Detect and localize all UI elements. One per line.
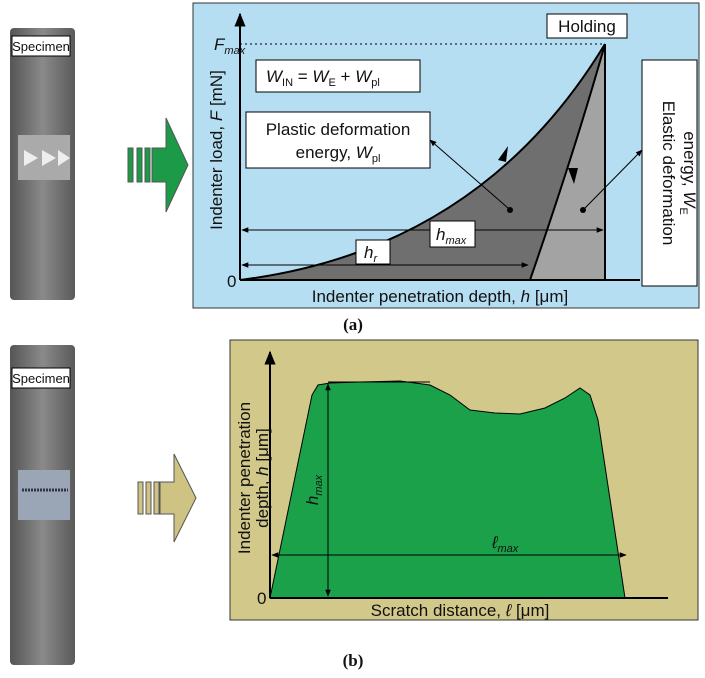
origin-label: 0 <box>257 589 266 608</box>
origin-label: 0 <box>227 272 236 291</box>
caption-a: (a) <box>343 315 363 334</box>
plastic-label-line1: Plastic deformation <box>266 120 411 139</box>
unit: [μm] <box>530 287 568 306</box>
symbol: h <box>253 466 272 475</box>
operator: = <box>293 67 312 86</box>
arrow-bar <box>137 148 142 182</box>
label-text: energy, <box>296 143 356 162</box>
unit: [μm] <box>253 428 272 466</box>
arrow-a <box>128 118 188 212</box>
label-text: Indenter load, <box>207 121 226 230</box>
symbol: h <box>521 287 530 306</box>
specimen-label: Specimen <box>12 39 70 54</box>
arrow-b <box>138 454 196 542</box>
page: { "panel_a": { "specimen_label": "Specim… <box>0 0 705 678</box>
plastic-dot <box>507 207 513 213</box>
subscript: pl <box>371 77 380 89</box>
subscript: E <box>328 77 335 89</box>
label-text: Indenter penetration depth, <box>312 287 521 306</box>
subscript: max <box>445 235 466 247</box>
subscript: max <box>224 45 245 57</box>
operator: + <box>336 67 355 86</box>
figure: Specimen Fmax 0 Indenter load, F [mN] In… <box>0 0 705 678</box>
y-axis-label-line2: depth, h [μm] <box>253 428 272 528</box>
subscript: IN <box>282 77 293 89</box>
arrow-bar <box>146 482 151 514</box>
subscript: E <box>677 207 689 214</box>
y-axis-label: Indenter load, F [mN] <box>207 70 226 230</box>
arrow-head <box>160 454 196 542</box>
symbol: h <box>364 243 373 262</box>
elastic-label-line1: Elastic deformation <box>659 101 678 246</box>
subscript: pl <box>372 153 381 165</box>
panel-a: Fmax 0 Indenter load, F [mN] Indenter pe… <box>193 3 699 308</box>
symbol: h <box>303 496 322 505</box>
unit: [mN] <box>207 70 226 111</box>
specimen-b: Specimen <box>10 345 75 665</box>
label-text: Scratch distance, <box>371 601 506 620</box>
y-axis-label-line1: Indenter penetration <box>235 402 254 554</box>
panel-b: hmax ℓmax 0 Indenter penetration depth, … <box>230 340 698 620</box>
elastic-dot <box>580 207 586 213</box>
specimen-face <box>18 470 70 520</box>
elastic-label-line2: energy, WE <box>677 131 699 215</box>
subscript: max <box>313 474 325 495</box>
x-axis-label: Indenter penetration depth, h [μm] <box>312 287 569 306</box>
holding-label: Holding <box>558 17 616 36</box>
specimen-a: Specimen <box>10 28 75 300</box>
subscript: max <box>498 543 519 555</box>
plastic-label-line2: energy, Wpl <box>296 143 381 165</box>
x-axis-label: Scratch distance, ℓ [μm] <box>371 601 550 620</box>
symbol: h <box>436 225 445 244</box>
arrow-bar <box>138 482 143 514</box>
arrow-bar <box>154 482 159 514</box>
specimen-label: Specimen <box>12 371 70 386</box>
label-text: energy, <box>680 131 699 191</box>
unit: [μm] <box>511 601 549 620</box>
arrow-bar <box>145 148 150 182</box>
arrow-head <box>152 118 188 212</box>
arrow-bar <box>128 148 133 182</box>
caption-b: (b) <box>343 651 364 670</box>
label-text: depth, <box>253 476 272 528</box>
